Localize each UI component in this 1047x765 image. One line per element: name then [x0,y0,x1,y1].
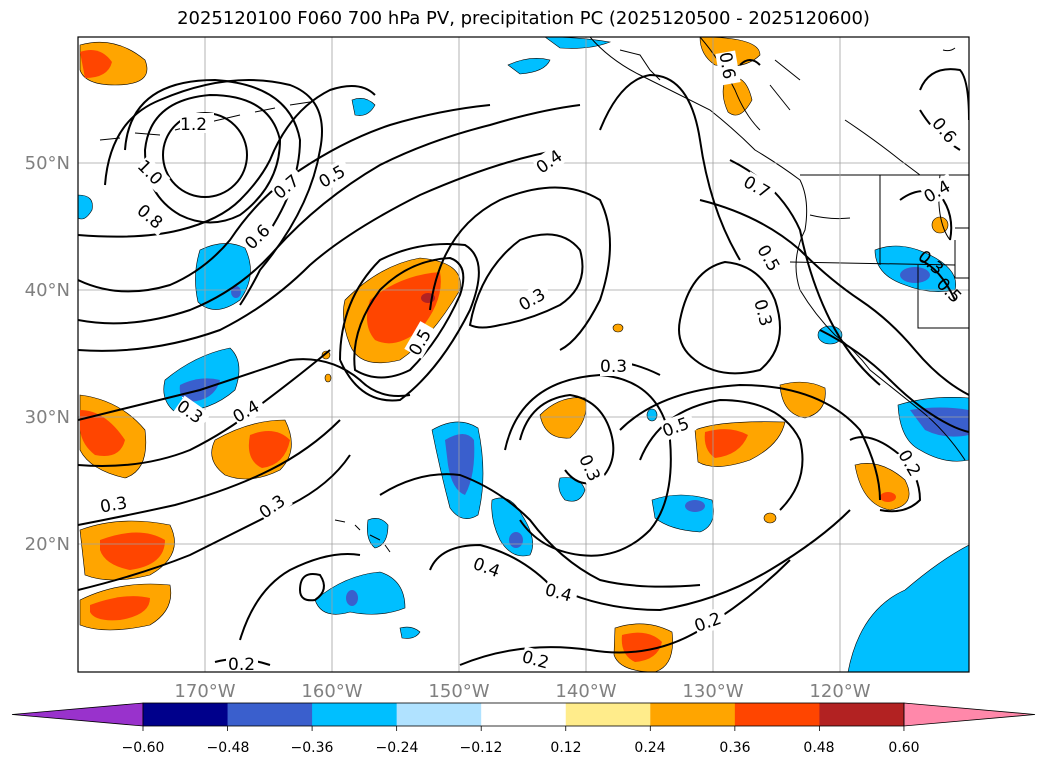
colorbar-segment [819,703,905,726]
precipitation-shading [78,37,969,672]
contour-label: 1.2 [180,115,207,135]
colorbar-tick-label: 0.48 [803,740,834,756]
colorbar-tick-label: 0.12 [550,740,581,756]
contour-label: 0.6 [714,51,738,81]
contour-label: 0.3 [600,357,627,377]
lat-label: 50°N [25,153,70,174]
longitude-labels: 170°W 160°W 150°W 140°W 130°W 120°W [174,681,870,702]
lon-label: 170°W [174,681,235,702]
contour-label: 0.3 [99,493,129,517]
lat-label: 30°N [25,407,70,428]
latitude-labels: 50°N 40°N 30°N 20°N [25,153,70,555]
colorbar-extend-max [903,702,1036,727]
map-frame [77,36,970,673]
colorbar-outline [142,702,905,727]
colorbar-segment [143,703,229,726]
colorbar-segment [734,703,820,726]
colorbar-tick-label: 0.60 [888,740,919,756]
colorbar-extend-min [11,702,144,727]
contour-label: 0.2 [228,655,255,675]
lon-label: 160°W [301,681,362,702]
colorbar-segment [396,703,482,726]
colorbar-tick-label: 0.36 [719,740,750,756]
lon-label: 150°W [428,681,489,702]
colorbar-tick-label: 0.24 [634,740,665,756]
lat-label: 20°N [25,534,70,555]
graticule [78,37,969,672]
map-title: 2025120100 F060 700 hPa PV, precipitatio… [177,8,870,29]
colorbar-segment [650,703,736,726]
lon-label: 120°W [809,681,870,702]
colorbar-segment [227,703,313,726]
colorbar-labels: −0.60 −0.48 −0.36 −0.24 −0.12 0.12 0.24 … [122,740,920,756]
colorbar-tick-label: −0.12 [460,740,503,756]
colorbar-segment [481,703,567,726]
colorbar [11,702,1036,731]
lon-label: 140°W [555,681,616,702]
map-panel: 1.2 1.0 0.8 0.7 0.6 0.5 0.4 0.3 0.5 0.4 … [78,37,969,675]
colorbar-tick-label: −0.24 [376,740,419,756]
lon-label: 130°W [682,681,743,702]
colorbar-tick-label: −0.60 [122,740,165,756]
lat-label: 40°N [25,280,70,301]
colorbar-tick-label: −0.48 [207,740,250,756]
colorbar-segment [312,703,398,726]
colorbar-tick-label: −0.36 [291,740,334,756]
colorbar-segment [565,703,651,726]
